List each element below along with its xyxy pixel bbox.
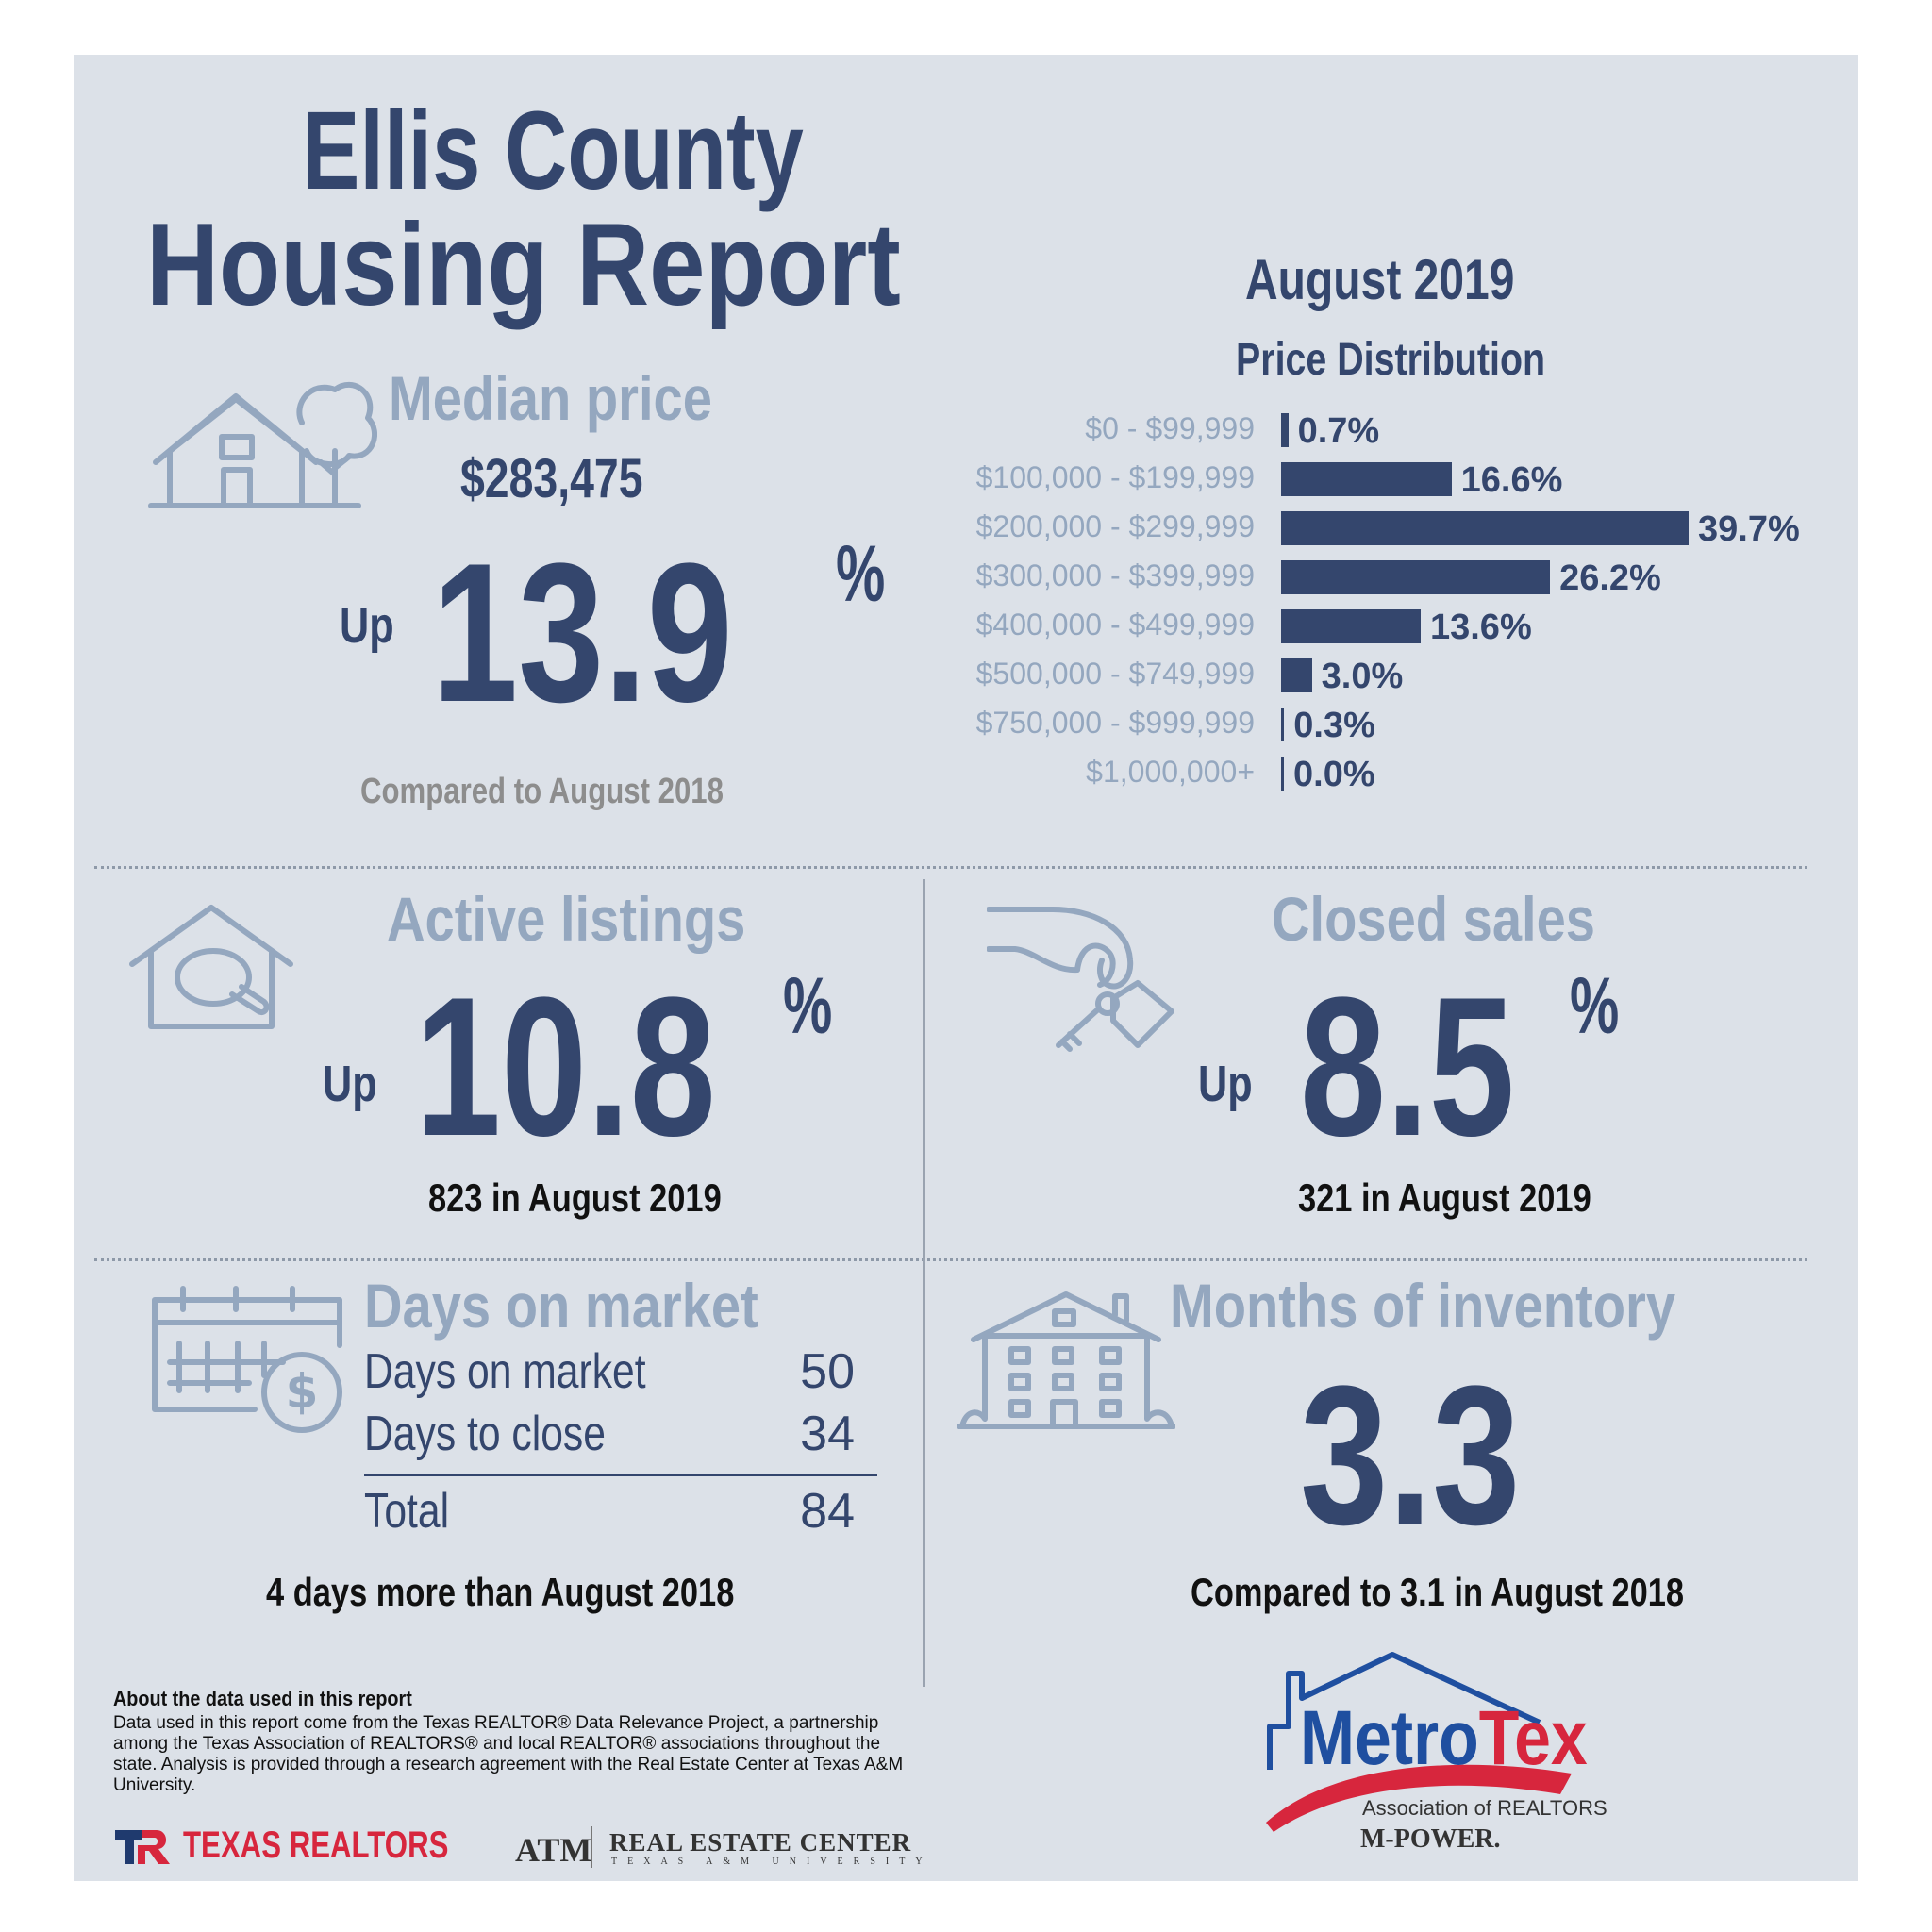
closed-change-value: 8.5 [1300, 956, 1515, 1177]
dom-row-value: 50 [800, 1344, 855, 1399]
median-compare-note: Compared to August 2018 [360, 772, 724, 811]
about-body: Data used in this report come from the T… [113, 1713, 904, 1795]
distribution-label: $750,000 - $999,999 [975, 706, 1255, 740]
logo-separator [591, 1826, 592, 1868]
house-tree-icon [148, 381, 377, 508]
distribution-bar [1281, 413, 1289, 447]
months-inventory-value: 3.3 [1300, 1344, 1521, 1566]
distribution-label: $300,000 - $399,999 [975, 558, 1255, 592]
price-distribution-chart: $0 - $99,999 0.7% $100,000 - $199,999 16.6%… [0, 0, 1932, 849]
distribution-bar [1281, 560, 1551, 594]
hand-key-icon [987, 907, 1174, 1052]
distribution-bar [1281, 462, 1452, 496]
active-direction: Up [323, 1056, 377, 1112]
dollar-glyph: $ [286, 1364, 319, 1419]
dom-total-value: 84 [800, 1484, 855, 1539]
distribution-value: 0.0% [1293, 755, 1375, 794]
median-change-unit: % [836, 529, 886, 618]
building-icon [957, 1291, 1175, 1429]
distribution-label: $500,000 - $749,999 [975, 657, 1255, 691]
tex-text: Tex [1478, 1695, 1588, 1781]
distribution-bar [1281, 708, 1285, 741]
report-period: August 2019 [1245, 248, 1515, 311]
distribution-bar [1281, 658, 1312, 692]
dom-total-rule [364, 1474, 877, 1476]
distribution-value: 13.6% [1429, 608, 1532, 647]
distribution-row: $500,000 - $749,999 3.0% [0, 657, 1792, 696]
distribution-bar [1281, 609, 1421, 643]
distribution-label: $1,000,000+ [1086, 755, 1255, 789]
distribution-value: 3.0% [1321, 657, 1404, 696]
active-change-value: 10.8 [415, 956, 716, 1177]
distribution-label: $400,000 - $499,999 [975, 608, 1255, 641]
dom-total-label: Total [364, 1484, 450, 1539]
metrotex-wordmark: MetroTex [1300, 1694, 1638, 1783]
distribution-row: $750,000 - $999,999 0.3% [0, 706, 1792, 745]
closed-count-note: 321 in August 2019 [1298, 1175, 1591, 1220]
closed-sales-title: Closed sales [1272, 884, 1596, 954]
real-estate-center-logo: REAL ESTATE CENTER [609, 1828, 912, 1857]
distribution-row: $0 - $99,999 0.7% [0, 411, 1792, 451]
dom-total-row: Total 84 [364, 1483, 855, 1540]
calendar-dollar-icon: $ [152, 1286, 342, 1433]
metrotex-house-icon [1266, 1652, 1572, 1832]
active-change-unit: % [783, 961, 833, 1050]
inventory-compare-note: Compared to 3.1 in August 2018 [1191, 1570, 1685, 1614]
texas-realtors-logo-text: TEXAS REALTORS [183, 1824, 449, 1866]
divider-middle [94, 1258, 1807, 1261]
distribution-label: $200,000 - $299,999 [975, 509, 1255, 543]
divider-vertical [923, 879, 925, 1687]
distribution-label: $100,000 - $199,999 [975, 460, 1255, 494]
active-listings-title: Active listings [387, 884, 746, 954]
dom-row-value: 34 [800, 1407, 855, 1461]
dom-row-label: Days to close [364, 1407, 606, 1461]
median-price-title: Median price [389, 363, 712, 433]
report-title-line2: Housing Report [146, 200, 901, 330]
distribution-row: $1,000,000+ 0.0% [0, 755, 1792, 794]
distribution-value: 39.7% [1698, 509, 1800, 549]
dom-row: Days on market 50 [364, 1343, 855, 1400]
distribution-value: 0.3% [1293, 706, 1375, 745]
distribution-value: 0.7% [1297, 411, 1380, 451]
mpower-text: M-POWER. [1360, 1824, 1501, 1854]
distribution-title: Price Distribution [1236, 335, 1546, 385]
real-estate-center-subtitle: TEXAS A&M UNIVERSITY [611, 1857, 933, 1867]
closed-direction: Up [1198, 1056, 1253, 1112]
distribution-row: $300,000 - $399,999 26.2% [0, 558, 1792, 598]
distribution-row: $400,000 - $499,999 13.6% [0, 608, 1792, 647]
distribution-row: $100,000 - $199,999 16.6% [0, 460, 1792, 500]
dom-row-label: Days on market [364, 1344, 646, 1399]
distribution-value: 16.6% [1460, 460, 1563, 500]
median-direction: Up [340, 597, 394, 654]
distribution-value: 26.2% [1559, 558, 1661, 598]
distribution-bar [1281, 757, 1284, 791]
house-search-icon [129, 905, 293, 1029]
metrotex-association-text: Association of REALTORS [1362, 1796, 1607, 1820]
about-heading: About the data used in this report [113, 1687, 412, 1710]
distribution-row: $200,000 - $299,999 39.7% [0, 509, 1800, 549]
dom-row: Days to close 34 [364, 1406, 855, 1462]
median-price-value: $283,475 [460, 448, 643, 509]
closed-change-unit: % [1570, 961, 1620, 1050]
distribution-bar [1281, 511, 1689, 545]
dom-compare-note: 4 days more than August 2018 [266, 1570, 735, 1614]
report-title-line1: Ellis County [302, 89, 804, 213]
active-count-note: 823 in August 2019 [428, 1175, 722, 1220]
atm-logo: ATM [515, 1831, 592, 1869]
divider-top [94, 866, 1807, 869]
months-inventory-title: Months of inventory [1170, 1271, 1676, 1341]
metro-text: Metro [1300, 1695, 1479, 1781]
texas-realtors-logo-mark [115, 1830, 170, 1864]
distribution-label: $0 - $99,999 [1085, 411, 1255, 445]
report-panel [74, 55, 1858, 1881]
median-change-value: 13.9 [432, 522, 733, 743]
days-on-market-title: Days on market [364, 1271, 758, 1341]
